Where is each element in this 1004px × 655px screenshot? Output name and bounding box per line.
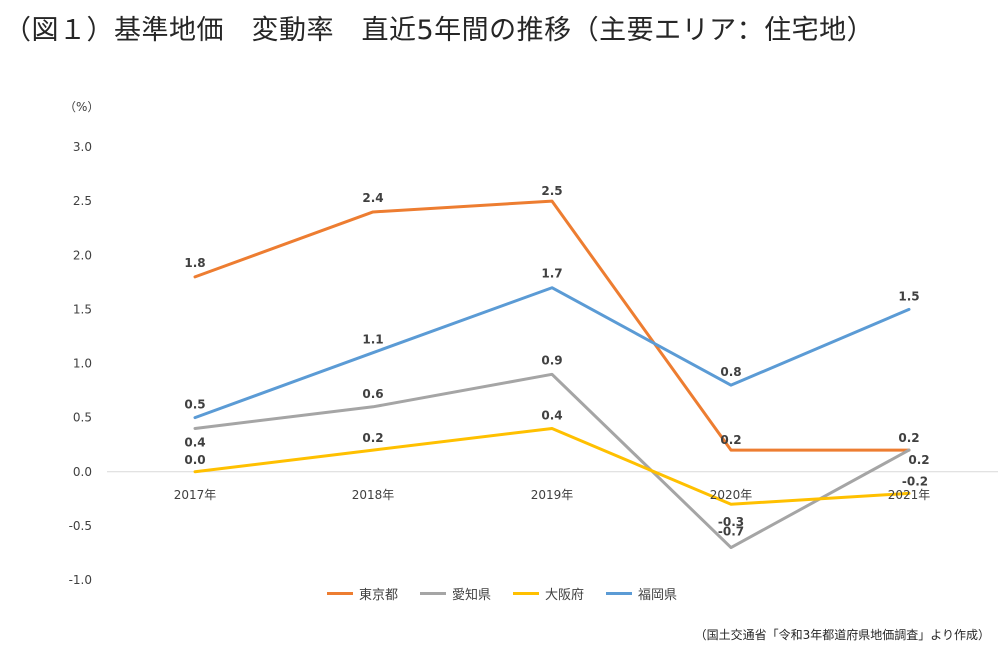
y-tick-label: 0.0 xyxy=(73,465,92,479)
data-label: 2.5 xyxy=(541,184,562,198)
x-tick-label: 2021年 xyxy=(888,488,931,502)
chart-legend: 東京都 愛知県 大阪府 福岡県 xyxy=(0,584,1004,603)
data-label: 0.6 xyxy=(362,387,383,401)
y-tick-label: 1.0 xyxy=(73,357,92,371)
legend-item: 愛知県 xyxy=(419,584,491,603)
x-tick-label: 2020年 xyxy=(710,488,753,502)
legend-item: 福岡県 xyxy=(606,584,677,603)
y-tick-label: 1.5 xyxy=(73,302,92,316)
data-label: 0.8 xyxy=(720,365,741,379)
y-axis-unit-label: （%） xyxy=(64,100,100,114)
series-line-2 xyxy=(193,372,911,550)
source-note: （国土交通省「令和3年都道府県地価調査」より作成） xyxy=(694,628,990,642)
legend-item: 東京都 xyxy=(326,584,398,603)
legend-swatch xyxy=(606,592,633,595)
chart-title: （図１）基準地価 変動率 直近5年間の推移（主要エリア：住宅地） xyxy=(4,15,875,46)
legend-swatch xyxy=(513,592,539,595)
data-label: 1.5 xyxy=(898,289,919,303)
legend-swatch xyxy=(419,592,446,595)
x-tick-label: 2017年 xyxy=(174,488,217,502)
data-label: 0.0 xyxy=(184,453,205,467)
data-label: 0.5 xyxy=(184,398,205,412)
data-label: 1.7 xyxy=(541,267,562,281)
legend-label: 東京都 xyxy=(358,588,398,603)
series-line-1 xyxy=(193,199,911,452)
y-tick-label: 2.0 xyxy=(73,248,92,262)
data-label: 0.2 xyxy=(720,433,741,447)
x-tick-label: 2019年 xyxy=(531,488,574,502)
data-label: -0.2 xyxy=(902,474,928,488)
x-tick-label: 2018年 xyxy=(352,488,395,502)
data-label: 1.1 xyxy=(362,333,383,347)
legend-item: 大阪府 xyxy=(513,584,584,603)
data-label: 0.4 xyxy=(541,408,562,422)
data-label: -0.3 xyxy=(718,515,744,529)
data-label: 1.8 xyxy=(184,256,205,270)
data-label: 2.4 xyxy=(362,191,383,205)
series-line-4 xyxy=(193,286,911,420)
y-tick-label: 2.5 xyxy=(73,194,92,208)
legend-label: 福岡県 xyxy=(638,588,678,603)
y-tick-label: 3.0 xyxy=(73,140,92,154)
data-label: 0.2 xyxy=(908,453,929,467)
legend-label: 愛知県 xyxy=(451,588,491,603)
series-line-3 xyxy=(193,426,911,506)
y-tick-label: -0.5 xyxy=(69,519,92,533)
legend-label: 大阪府 xyxy=(545,588,585,603)
data-label: 0.4 xyxy=(184,435,205,449)
y-tick-label: 0.5 xyxy=(73,411,92,425)
data-label: 0.2 xyxy=(362,431,383,445)
data-label: 0.2 xyxy=(898,431,919,445)
data-label: -0.7 xyxy=(718,525,744,539)
legend-swatch xyxy=(326,592,353,595)
data-label: 0.9 xyxy=(541,353,562,367)
y-tick-label: -1.0 xyxy=(69,573,92,587)
